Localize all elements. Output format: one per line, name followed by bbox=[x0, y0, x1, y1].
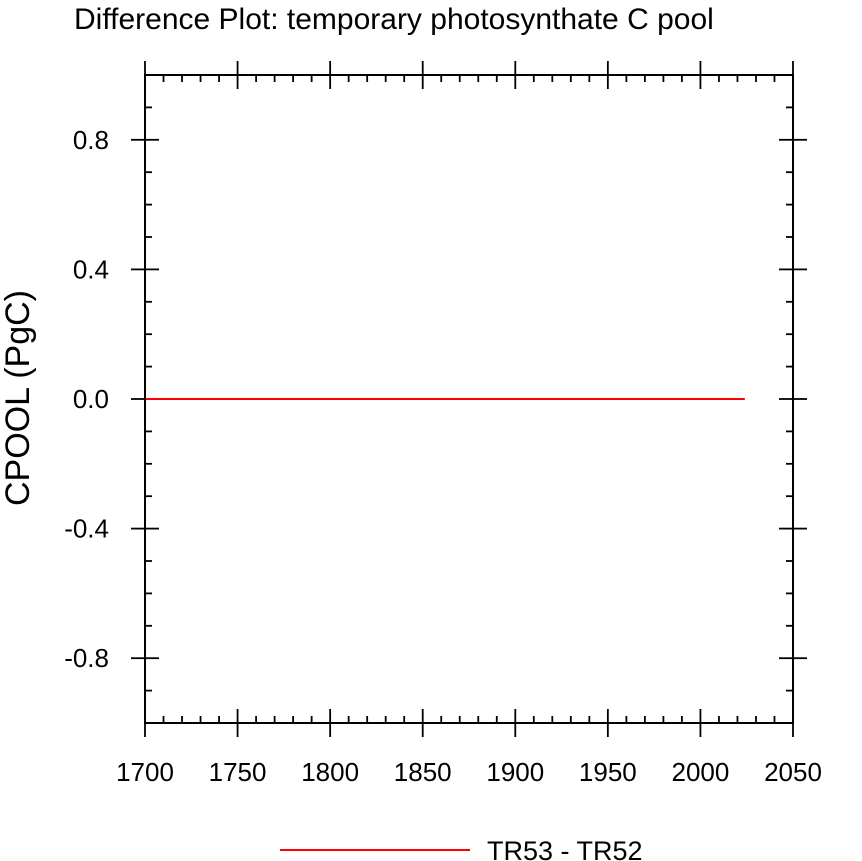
y-tick-label: 0.0 bbox=[73, 384, 109, 414]
y-tick-label: -0.8 bbox=[64, 643, 109, 673]
y-axis-label: CPOOL (PgC) bbox=[0, 290, 37, 506]
x-tick-label: 2000 bbox=[672, 757, 730, 787]
x-tick-label: 1900 bbox=[486, 757, 544, 787]
plot-frame bbox=[144, 74, 794, 724]
chart-title: Difference Plot: temporary photosynthate… bbox=[74, 3, 714, 36]
y-tick-label: -0.4 bbox=[64, 514, 109, 544]
legend: TR53 - TR52 bbox=[280, 836, 643, 861]
x-tick-label: 1850 bbox=[394, 757, 452, 787]
x-tick-label: 2050 bbox=[764, 757, 822, 787]
x-tick-label: 1750 bbox=[209, 757, 267, 787]
axis-ticks bbox=[131, 61, 807, 737]
y-tick-label: 0.8 bbox=[73, 125, 109, 155]
x-tick-label: 1800 bbox=[301, 757, 359, 787]
y-tick-label: 0.4 bbox=[73, 254, 109, 284]
legend-label-tr53-tr52: TR53 - TR52 bbox=[487, 836, 643, 861]
x-tick-label: 1700 bbox=[116, 757, 174, 787]
tick-labels: 1700 1750 1800 1850 1900 1950 2000 2050 -0.8 -0.4… bbox=[64, 125, 822, 787]
x-tick-label: 1950 bbox=[579, 757, 637, 787]
